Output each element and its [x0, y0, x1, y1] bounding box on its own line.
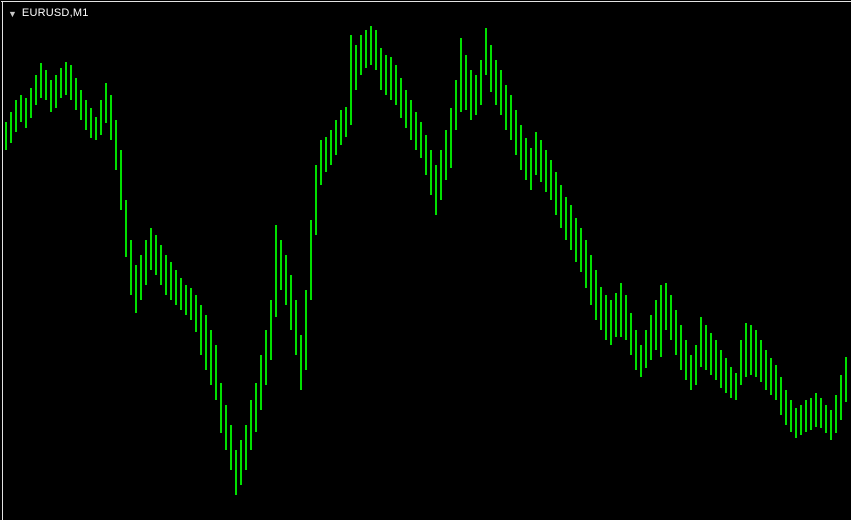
symbol-timeframe-label: EURUSD,M1	[21, 7, 89, 19]
window-border-left	[2, 1, 3, 520]
chart-header: ▼ EURUSD,M1	[8, 7, 89, 20]
window-border-top	[1, 1, 851, 2]
chart-panel-toggle-icon[interactable]: ▼	[8, 8, 17, 19]
